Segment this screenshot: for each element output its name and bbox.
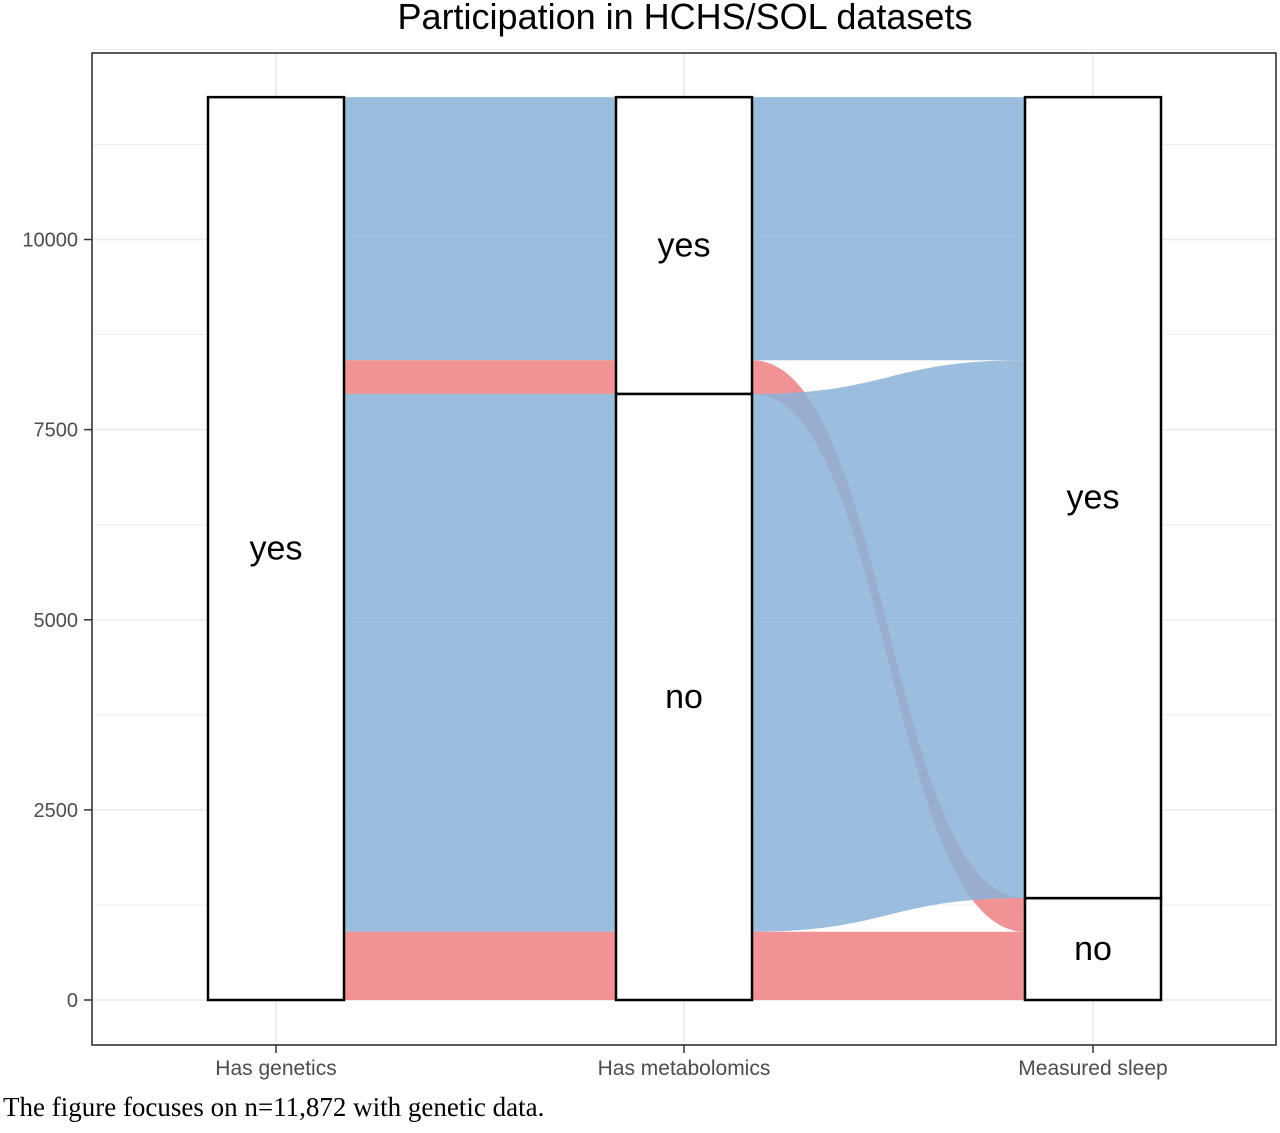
- flow-yes-yes-no-segment-1: [344, 360, 616, 394]
- flow-yes-no-no-segment-1: [344, 931, 616, 1000]
- flow-yes-no-yes-segment-2: [752, 360, 1025, 932]
- flow-yes-no-no-segment-2: [752, 931, 1025, 1000]
- stratum-label-has-genetics-yes: yes: [250, 530, 303, 568]
- stratum-label-has-metabolomics-yes: yes: [658, 227, 711, 265]
- stratum-box-measured-sleep-no: [1023, 896, 1163, 1002]
- x-tick-label-measured-sleep: Measured sleep: [1018, 1057, 1167, 1080]
- y-tick-label: 7500: [34, 420, 79, 442]
- plot-panel-border: [91, 52, 1277, 1046]
- stratum-label-has-metabolomics-no: no: [665, 678, 703, 716]
- flow-yes-no-yes-segment-1: [344, 393, 616, 932]
- x-tick-label-has-metabolomics: Has metabolomics: [598, 1057, 771, 1080]
- y-tick-label: 5000: [34, 610, 79, 632]
- flows: [344, 97, 1025, 1000]
- y-tick-label: 2500: [34, 800, 79, 822]
- chart-title: Participation in HCHS/SOL datasets: [397, 0, 973, 37]
- figure-caption: The figure focuses on n=11,872 with gene…: [3, 1092, 545, 1122]
- stratum-box-measured-sleep-yes: [1023, 95, 1163, 900]
- stratum-label-measured-sleep-no: no: [1074, 930, 1112, 968]
- stratum-box-has-genetics-yes: [206, 95, 346, 1002]
- y-tick-label: 0: [67, 990, 78, 1012]
- strata: yes no yes no yes: [206, 95, 1163, 1002]
- stratum-label-measured-sleep-yes: yes: [1067, 479, 1120, 517]
- y-tick-label: 10000: [22, 230, 78, 252]
- x-tick-label-has-genetics: Has genetics: [215, 1057, 336, 1080]
- flow-yes-yes-yes-segment-2: [752, 97, 1025, 361]
- flow-yes-yes-yes-segment-1: [344, 97, 616, 361]
- stratum-box-has-metabolomics-yes: [614, 95, 754, 396]
- stratum-box-has-metabolomics-no: [614, 392, 754, 1002]
